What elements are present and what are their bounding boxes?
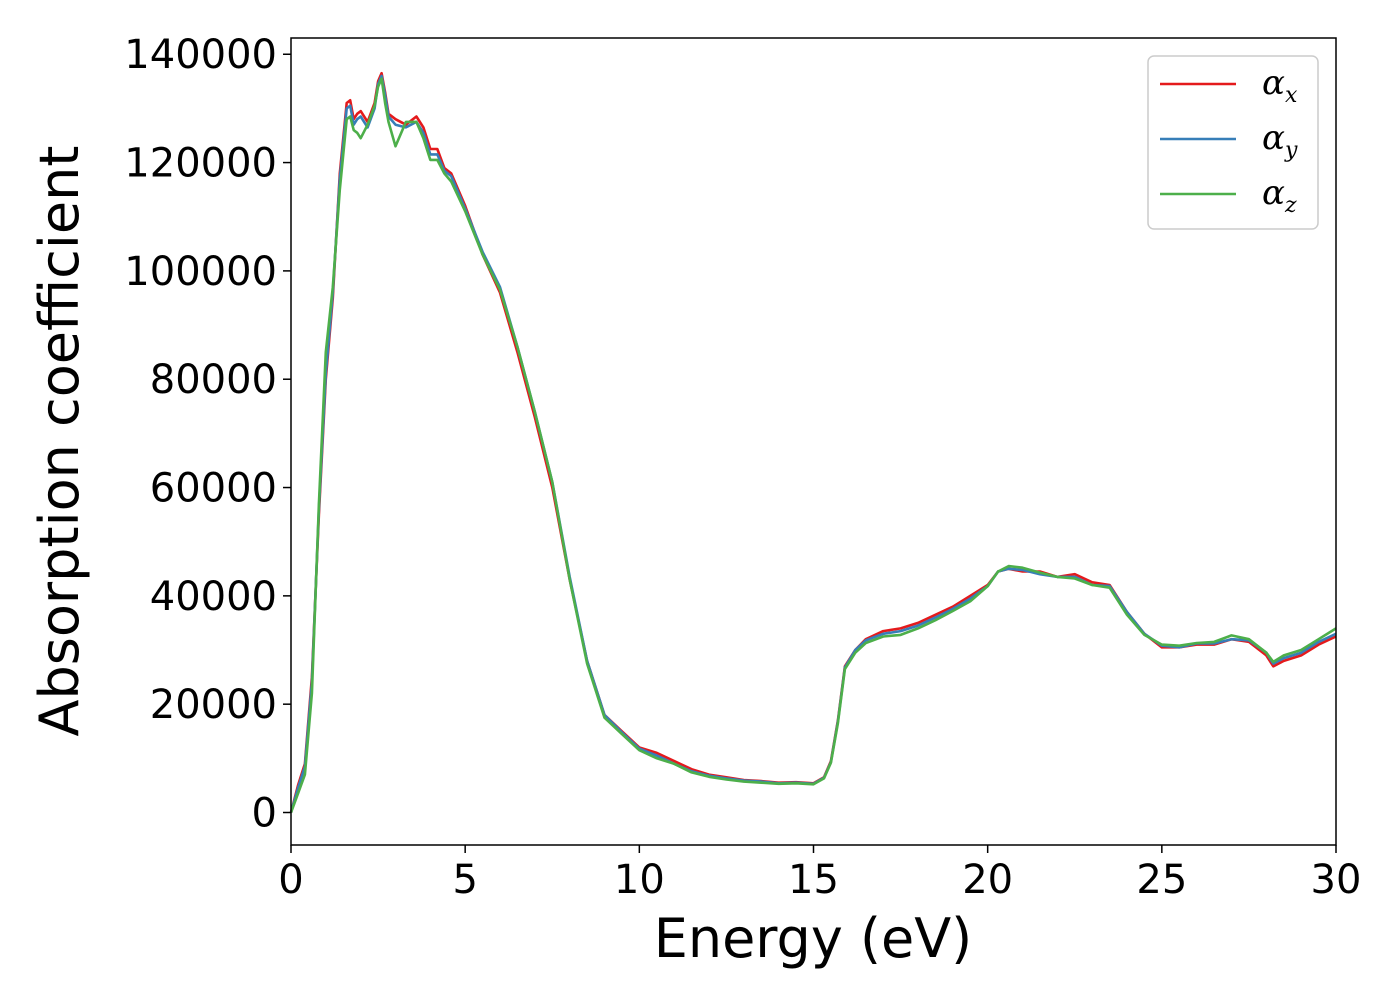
legend: αx αy αz xyxy=(1147,55,1319,230)
y-tick-label: 60000 xyxy=(150,466,277,512)
x-tick-label: 10 xyxy=(614,857,665,903)
y-tick-label: 20000 xyxy=(150,682,277,728)
x-tick-label: 30 xyxy=(1311,857,1362,903)
series-line-3 xyxy=(289,77,1337,813)
y-axis-ticks: 0 20000 40000 60000 80000 100000 120000 140000 xyxy=(124,32,291,837)
x-axis-ticks: 0 5 10 15 20 25 30 xyxy=(278,845,1361,903)
y-axis-label: Absorption coefficient xyxy=(28,146,91,737)
legend-label-3: αz xyxy=(1262,173,1297,218)
legend-label-1: αx xyxy=(1262,63,1298,108)
legend-box xyxy=(1147,55,1319,230)
x-tick-label: 5 xyxy=(452,857,477,903)
series-layer xyxy=(289,71,1337,813)
x-tick-label: 15 xyxy=(788,857,839,903)
legend-label-2: αy xyxy=(1262,118,1298,163)
y-tick-label: 100000 xyxy=(124,249,277,295)
x-tick-label: 0 xyxy=(278,857,303,903)
y-tick-label: 0 xyxy=(252,791,277,837)
y-tick-label: 140000 xyxy=(124,32,277,78)
x-tick-label: 20 xyxy=(962,857,1013,903)
y-tick-label: 40000 xyxy=(150,574,277,620)
x-axis-label: Energy (eV) xyxy=(654,907,973,970)
y-tick-label: 120000 xyxy=(124,141,277,187)
x-tick-label: 25 xyxy=(1136,857,1187,903)
y-tick-label: 80000 xyxy=(150,357,277,403)
